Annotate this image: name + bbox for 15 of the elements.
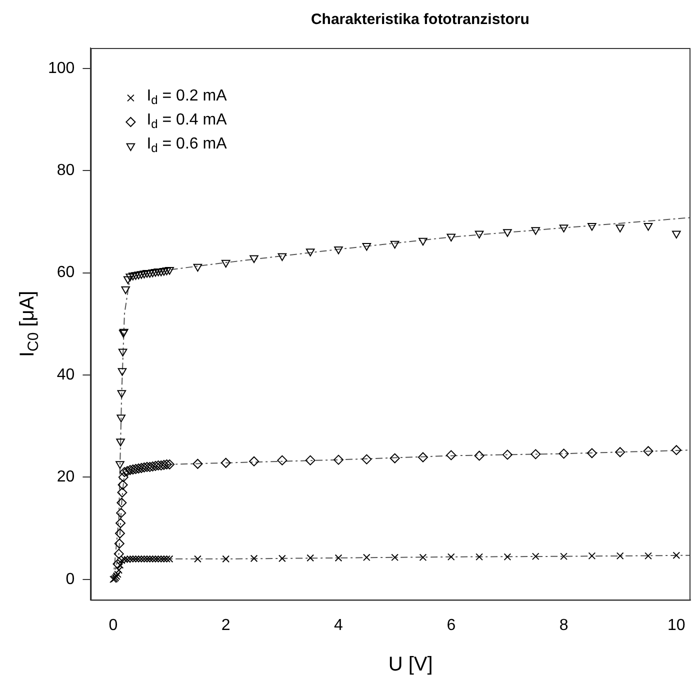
y-tick-label: 80 xyxy=(56,162,75,180)
x-tick-label: 2 xyxy=(221,616,230,634)
x-tick-label: 8 xyxy=(559,616,568,634)
x-axis-title: U [V] xyxy=(388,654,433,676)
y-tick-label: 40 xyxy=(56,366,75,384)
y-axis-title: IC0 [μA] xyxy=(16,290,42,358)
x-tick-label: 0 xyxy=(108,616,118,634)
y-tick-label: 0 xyxy=(66,570,75,588)
y-tick-label: 20 xyxy=(56,468,75,486)
x-tick-label: 6 xyxy=(446,616,456,634)
chart-title: Charakteristika fototranzistoru xyxy=(310,11,530,28)
y-tick-label: 100 xyxy=(48,60,75,77)
x-tick-label: 10 xyxy=(668,616,686,634)
y-tick-label: 60 xyxy=(56,264,75,282)
x-tick-label: 4 xyxy=(334,616,344,634)
